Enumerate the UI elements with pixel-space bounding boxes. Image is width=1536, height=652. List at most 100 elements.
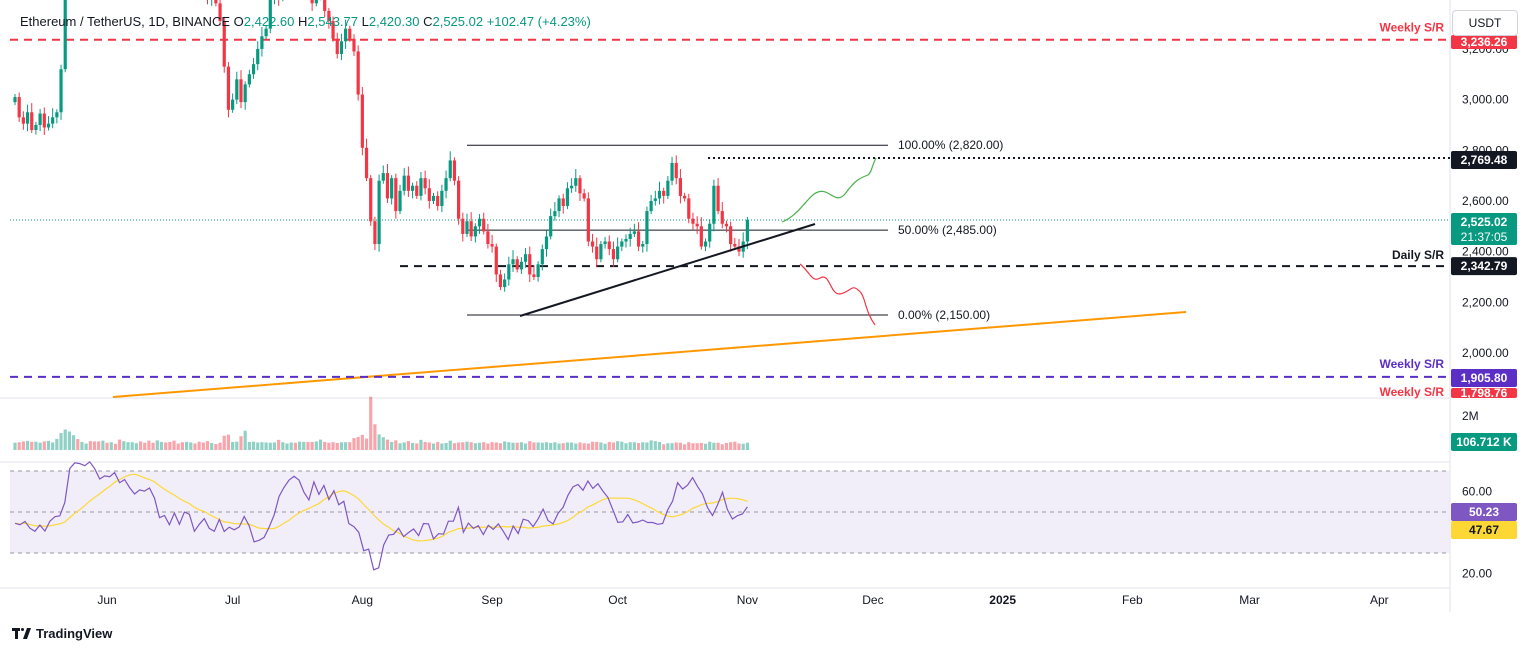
candle-body — [402, 175, 406, 191]
volume-bar — [46, 440, 51, 450]
volume-bar — [662, 444, 666, 450]
candle-body — [406, 175, 410, 191]
rsi-ma-line — [14, 473, 748, 542]
candle-body — [720, 211, 724, 224]
volume-bar — [67, 431, 72, 450]
candle-body — [620, 241, 624, 247]
volume-bar — [565, 442, 570, 450]
weekly-sr-purple-tag: 1,905.80 — [1461, 371, 1508, 385]
volume-bar — [218, 442, 222, 450]
volume-bar — [398, 443, 402, 450]
candle-body — [657, 190, 662, 199]
volume-bar — [390, 441, 394, 450]
candle-body — [553, 211, 557, 217]
candle-body — [427, 188, 431, 201]
candle-body — [25, 112, 30, 124]
ohlc-close: 2,525.02 — [432, 14, 484, 29]
volume-bar — [540, 442, 544, 450]
volume-bar — [122, 441, 126, 450]
candle-body — [729, 226, 733, 245]
candle-body — [436, 195, 440, 207]
volume-bar — [339, 442, 344, 450]
candle-body — [683, 195, 687, 199]
candle-body — [34, 124, 38, 131]
volume-bar — [557, 443, 561, 450]
candle-body — [586, 198, 590, 242]
volume-bar — [138, 441, 143, 450]
volume-bar — [101, 440, 105, 450]
volume-bar — [561, 443, 565, 450]
volume-bar — [222, 435, 226, 450]
candle-body — [649, 200, 653, 212]
volume-bar — [490, 442, 494, 450]
volume-bar — [641, 442, 645, 450]
volume-bar — [385, 439, 390, 450]
volume-bar — [712, 442, 716, 450]
volume-bar — [440, 443, 444, 450]
volume-bar — [71, 435, 76, 450]
volume-bar — [55, 438, 59, 450]
volume-bar — [620, 441, 624, 450]
volume-bar — [80, 441, 84, 450]
candle-body — [360, 94, 364, 148]
candle-body — [582, 193, 586, 199]
candle-body — [574, 178, 578, 186]
candle-body — [247, 74, 251, 85]
volume-bar — [666, 443, 670, 450]
currency-unit-button[interactable]: USDT — [1452, 10, 1518, 36]
volume-bar — [256, 442, 260, 450]
rsi-ma-value-tag-bg — [1451, 521, 1517, 539]
volume-bar — [331, 442, 335, 450]
volume-bar — [264, 442, 268, 450]
volume-bar — [360, 434, 364, 450]
candle-body — [687, 198, 691, 219]
weekly-sr-top-label: Weekly S/R — [1380, 21, 1445, 35]
volume-bar — [51, 442, 55, 450]
volume-bar — [59, 433, 63, 450]
volume-bar — [272, 442, 277, 450]
ohlc-high: 2,543.77 — [307, 14, 358, 29]
candle-body — [511, 259, 515, 265]
volume-bar — [687, 442, 691, 450]
volume-bar — [34, 441, 38, 450]
volume-bar — [657, 441, 662, 450]
symbol-title[interactable]: Ethereum / TetherUS, 1D, BINANCE — [20, 14, 231, 29]
volume-axis-scale: 2M — [1462, 409, 1479, 423]
volume-bar — [691, 443, 695, 450]
candle-body — [473, 226, 477, 237]
candle-body — [699, 226, 703, 247]
candle-body — [536, 264, 540, 277]
volume-bar — [105, 442, 109, 450]
rsi-value-tag-bg — [1451, 503, 1517, 521]
volume-bar — [289, 442, 293, 450]
time-axis-tick-Jul: Jul — [225, 593, 240, 607]
volume-bar — [63, 429, 67, 450]
candle-body — [695, 223, 699, 227]
volume-bar — [436, 441, 440, 450]
volume-bar — [210, 442, 214, 450]
candle-body — [452, 160, 457, 181]
volume-bar — [184, 441, 189, 450]
weekly-sr-top-tag-bg — [1451, 35, 1517, 49]
dotted-high-tag-bg — [1451, 151, 1517, 169]
volume-bar — [469, 442, 473, 450]
candle-body — [691, 218, 695, 224]
ohlc-change: +102.47 (+4.23%) — [486, 14, 591, 29]
candle-body — [607, 241, 611, 250]
dotted-high-tag: 2,769.48 — [1461, 153, 1508, 167]
volume-bar — [297, 441, 302, 450]
candle-body — [423, 178, 427, 189]
candle-body — [260, 36, 264, 49]
volume-bar — [457, 442, 461, 450]
time-axis-tick-Oct: Oct — [608, 593, 627, 607]
candle-body — [641, 244, 645, 247]
candle-body — [268, 0, 272, 29]
candle-body — [486, 231, 490, 245]
volume-bar — [708, 441, 712, 450]
tradingview-logo[interactable]: TradingView — [12, 626, 112, 641]
candle-body — [243, 84, 247, 103]
volume-bar — [38, 442, 42, 450]
candle-body — [51, 117, 55, 124]
daily-sr-tag: 2,342.79 — [1461, 259, 1508, 273]
